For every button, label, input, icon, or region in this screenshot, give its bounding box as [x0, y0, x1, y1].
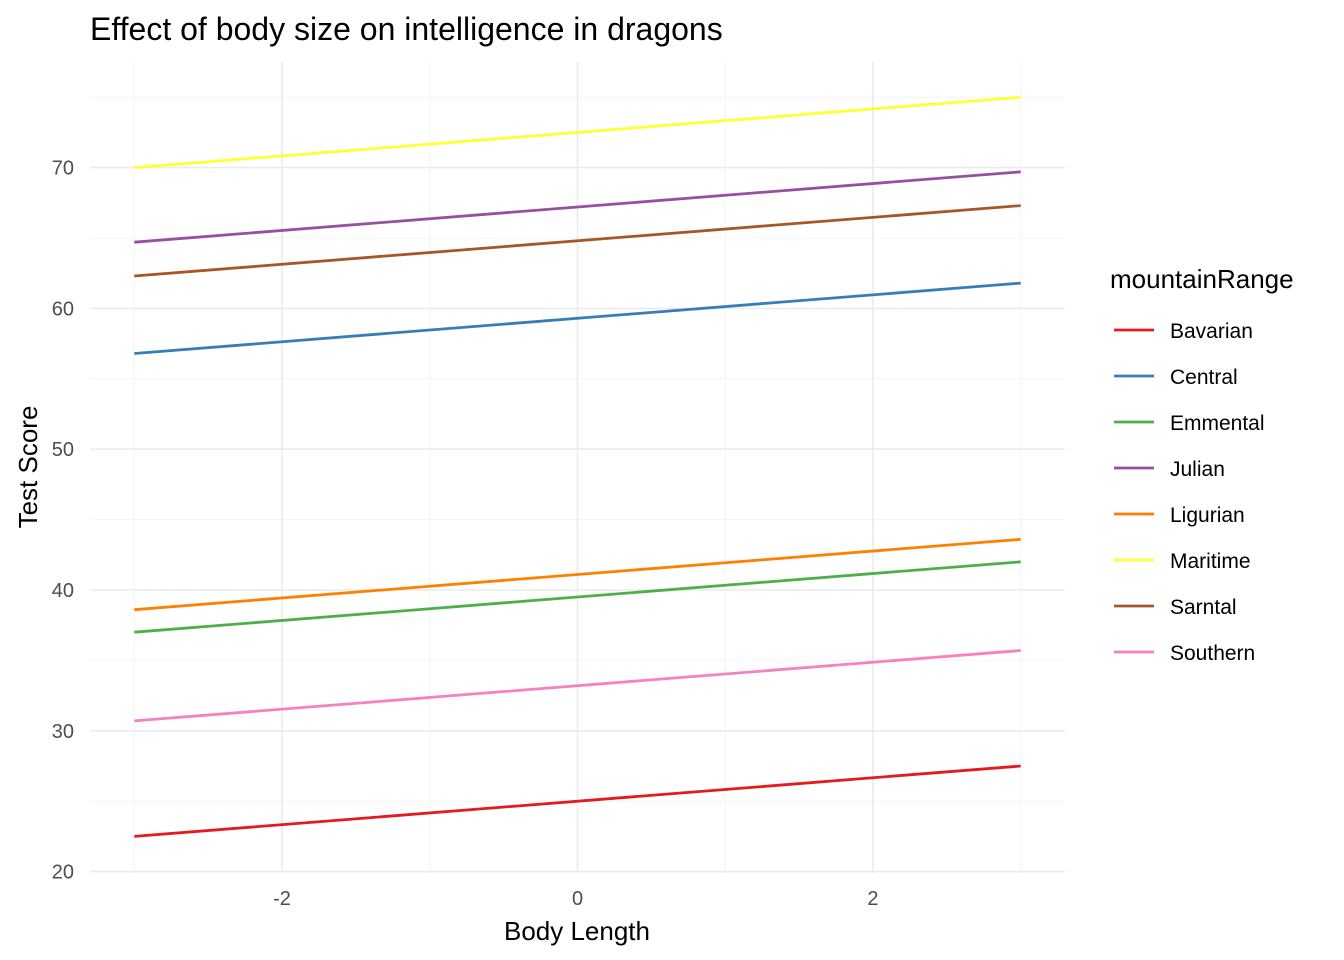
legend: mountainRange Bavarian Central Emmental Jul… — [1110, 264, 1294, 665]
legend-label: Maritime — [1170, 550, 1251, 573]
y-tick-label: 50 — [52, 439, 74, 461]
y-axis-title: Test Score — [13, 406, 43, 529]
legend-label: Bavarian — [1170, 320, 1253, 343]
x-tick-label: -2 — [273, 888, 291, 910]
series-line-southern — [134, 649, 1021, 723]
x-tick-label: 0 — [572, 888, 583, 910]
y-tick-label: 40 — [52, 580, 74, 602]
x-axis-ticks: -2 0 2 — [273, 888, 878, 910]
chart-title: Effect of body size on intelligence in d… — [90, 11, 723, 47]
y-tick-label: 70 — [52, 158, 74, 180]
series-line-ligurian — [134, 537, 1021, 612]
legend-title: mountainRange — [1110, 264, 1294, 294]
grid — [90, 62, 1065, 873]
y-tick-label: 30 — [52, 721, 74, 743]
legend-label: Central — [1170, 366, 1238, 389]
legend-items: Bavarian Central Emmental Julian Ligurian Mar… — [1114, 320, 1265, 665]
y-tick-label: 60 — [52, 298, 74, 320]
series-line-sarntal — [134, 204, 1021, 278]
series-line-maritime — [134, 95, 1021, 169]
legend-label: Emmental — [1170, 412, 1265, 435]
series-line-emmental — [134, 560, 1021, 634]
series-lines — [134, 95, 1021, 838]
series-line-julian — [134, 170, 1021, 244]
legend-label: Southern — [1170, 642, 1255, 665]
legend-label: Sarntal — [1170, 596, 1237, 619]
legend-label: Ligurian — [1170, 504, 1245, 527]
x-axis-title: Body Length — [504, 916, 650, 946]
series-line-bavarian — [134, 764, 1021, 838]
x-tick-label: 2 — [867, 888, 878, 910]
series-line-central — [134, 281, 1021, 355]
legend-label: Julian — [1170, 458, 1225, 481]
y-tick-label: 20 — [52, 862, 74, 884]
y-axis-ticks: 20 30 40 50 60 70 — [52, 158, 74, 884]
